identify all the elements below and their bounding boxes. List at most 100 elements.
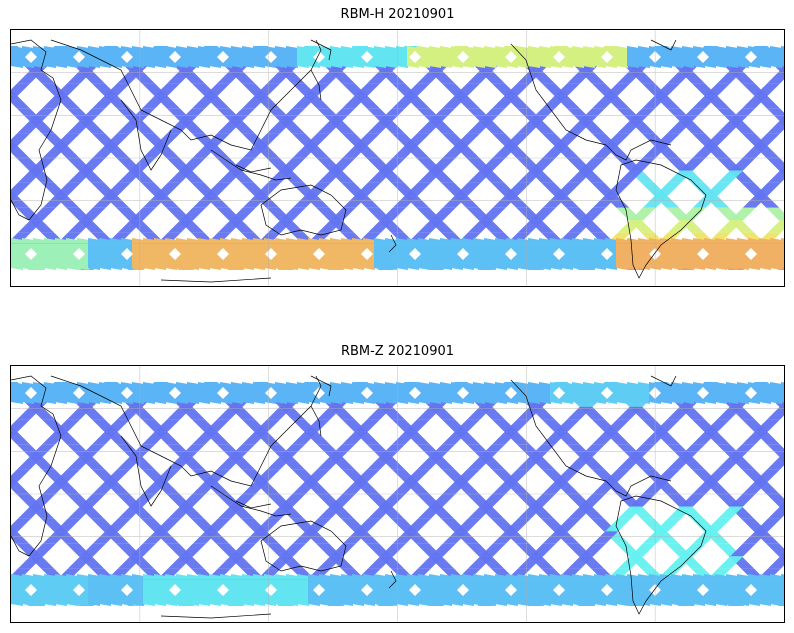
swath-segment <box>742 531 769 544</box>
swath-segment <box>42 481 68 494</box>
band-cell <box>242 382 254 404</box>
band-gap <box>505 387 517 399</box>
swath-segment <box>154 133 181 146</box>
swath-segment <box>430 158 456 171</box>
swath-segment <box>292 195 319 208</box>
swath-segment <box>592 431 618 445</box>
swath-segment <box>242 431 268 445</box>
band-cell <box>286 238 298 270</box>
band-gap <box>73 248 85 260</box>
swath-segment <box>417 456 443 470</box>
swath-segment <box>217 456 243 470</box>
band-cell <box>242 238 254 270</box>
swath-segment <box>417 406 443 420</box>
swath-segment <box>617 220 644 233</box>
band-cell <box>275 46 287 68</box>
swath-segment <box>630 543 656 557</box>
swath-segment <box>492 195 519 208</box>
band-gap <box>553 51 565 63</box>
swath-segment <box>42 145 68 158</box>
band-cell <box>429 382 441 404</box>
swath-segment <box>292 531 319 544</box>
swath-segment <box>17 556 44 569</box>
band-cell <box>209 238 221 270</box>
swath-segment <box>555 182 581 196</box>
swath-segment <box>667 456 693 470</box>
swath-segment <box>42 431 68 445</box>
swath-segment <box>192 431 218 445</box>
band-cell <box>352 238 364 270</box>
swath-segment <box>17 406 43 420</box>
swath-segment <box>92 531 119 544</box>
swath-segment <box>779 66 784 71</box>
swath-segment <box>117 220 144 233</box>
swath-segment <box>104 133 131 146</box>
swath-segment <box>780 502 784 507</box>
swath-segment <box>780 166 784 171</box>
swath-segment <box>430 494 456 507</box>
band-cell <box>781 574 784 605</box>
band-cell <box>242 46 254 68</box>
coastline <box>605 475 672 497</box>
swath-segment <box>142 481 168 494</box>
swath-segment <box>480 207 506 221</box>
swath-segment <box>667 220 694 233</box>
swath-segment <box>267 170 294 183</box>
band-cell <box>154 46 166 68</box>
swath-segment <box>130 494 156 507</box>
swath-segment <box>404 83 431 96</box>
swath-segment <box>779 116 784 121</box>
swath-segment <box>379 108 406 121</box>
swath-segment <box>680 207 706 221</box>
band-cell <box>330 574 342 606</box>
swath-segment <box>730 494 756 507</box>
swath-segment <box>11 95 30 109</box>
band-cell <box>473 574 485 606</box>
swath-segment <box>367 506 394 519</box>
swath-segment <box>505 518 531 532</box>
swath-segment <box>766 494 784 507</box>
swath-segment <box>304 469 331 482</box>
swath-segment <box>429 108 456 121</box>
band-cell <box>176 46 188 68</box>
swath-segment <box>380 543 406 557</box>
band-cell <box>396 382 408 404</box>
swath-segment <box>717 220 744 233</box>
swath-segment <box>180 207 206 221</box>
swath-segment <box>704 83 731 96</box>
band-cell <box>132 382 144 404</box>
panel-title-rbm-z: RBM-Z 20210901 <box>340 344 455 359</box>
band-cell <box>297 382 309 404</box>
swath-segment <box>454 133 481 146</box>
swath-segment <box>555 518 581 532</box>
swath-segment <box>454 419 481 432</box>
swath-segment <box>330 543 356 557</box>
swath-segment <box>80 494 106 507</box>
coastline <box>11 375 62 557</box>
swath-segment <box>104 469 131 482</box>
band-gap <box>265 387 277 399</box>
swath-segment <box>180 494 206 507</box>
band-cell <box>209 46 221 68</box>
swath-segment <box>180 158 206 171</box>
swath-segment <box>580 494 606 507</box>
band-cell <box>286 46 298 68</box>
swath-segment <box>255 518 281 532</box>
band-cell <box>638 574 650 606</box>
swath-segment <box>429 444 456 457</box>
band-cell <box>33 574 45 606</box>
band-cell <box>759 382 771 404</box>
coastline <box>310 375 332 397</box>
swath-segment <box>729 444 756 457</box>
swath-segment <box>730 543 756 557</box>
coastline <box>11 39 62 221</box>
swath-segment <box>167 70 193 84</box>
satellite-swaths <box>11 46 784 270</box>
swath-segment <box>417 556 444 569</box>
swath-segment <box>42 195 69 208</box>
swath-segment <box>480 158 506 171</box>
band-cell <box>297 238 309 270</box>
band-cell <box>55 382 67 404</box>
swath-segment <box>467 70 493 84</box>
swath-segment <box>667 170 694 183</box>
